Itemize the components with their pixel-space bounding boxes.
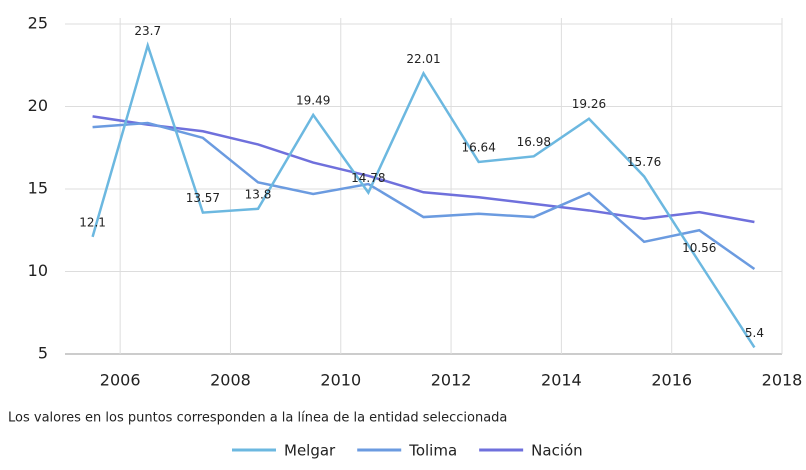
data-label: 16.98 xyxy=(517,135,551,149)
data-label: 14.78 xyxy=(351,171,385,185)
legend-label: Tolima xyxy=(408,442,457,460)
series-line xyxy=(92,121,756,271)
data-label: 12.1 xyxy=(79,215,106,229)
x-tick-label: 2006 xyxy=(100,371,141,390)
series-line xyxy=(92,115,755,224)
data-label: 13.57 xyxy=(186,191,220,205)
series-line xyxy=(91,41,756,349)
data-label: 13.8 xyxy=(245,187,272,201)
x-tick-label: 2014 xyxy=(541,371,582,390)
data-label: 22.01 xyxy=(406,52,440,66)
x-tick-label: 2016 xyxy=(651,371,692,390)
legend-label: Nación xyxy=(531,442,583,460)
y-tick-label: 10 xyxy=(28,261,48,280)
x-tick-label: 2010 xyxy=(320,371,361,390)
data-label: 16.64 xyxy=(461,140,495,154)
data-label: 19.26 xyxy=(572,97,606,111)
y-tick-label: 20 xyxy=(28,96,48,115)
y-tick-label: 15 xyxy=(28,179,48,198)
y-tick-label: 25 xyxy=(28,14,48,33)
y-tick-label: 5 xyxy=(38,344,48,363)
data-label: 5.4 xyxy=(745,326,764,340)
data-label: 23.7 xyxy=(134,24,161,38)
x-tick-label: 2012 xyxy=(431,371,472,390)
x-tick-label: 2018 xyxy=(762,371,803,390)
data-label: 19.49 xyxy=(296,93,330,107)
data-label: 10.56 xyxy=(682,241,716,255)
data-label: 15.76 xyxy=(627,155,661,169)
legend-label: Melgar xyxy=(284,442,336,460)
note: Los valores en los puntos corresponden a… xyxy=(8,411,507,426)
x-tick-label: 2008 xyxy=(210,371,251,390)
